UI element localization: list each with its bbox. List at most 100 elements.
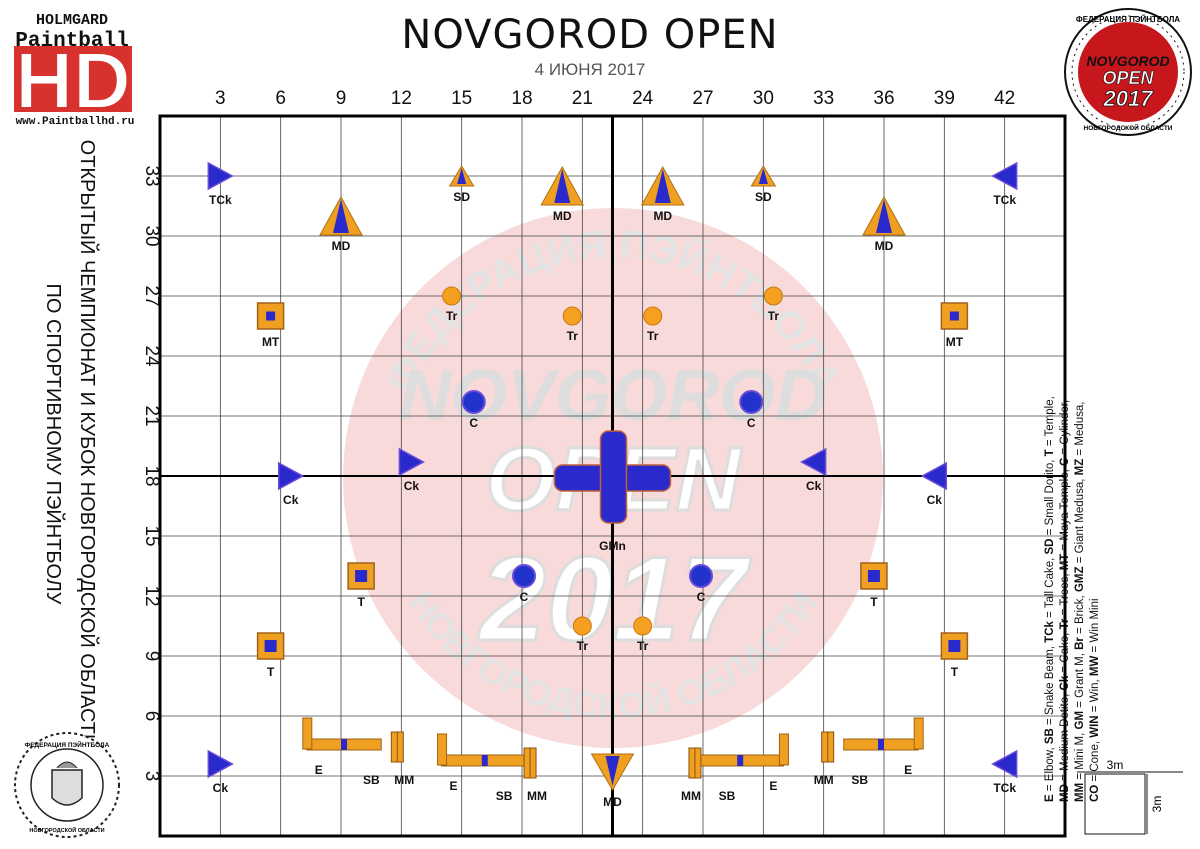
- bunker-label: Tr: [768, 309, 780, 323]
- temple-core-icon: [355, 570, 368, 582]
- bunker-label: T: [951, 665, 959, 679]
- bunker-label: C: [747, 416, 756, 430]
- bunker-label: E: [450, 779, 458, 793]
- bunker-dorito-small: SD: [448, 165, 475, 204]
- bunker-label: MM: [681, 789, 701, 803]
- holmgard-logo: HD HOLMGARD Paintball www.Paintballhd.ru: [10, 8, 140, 128]
- dorito-core-icon: [333, 199, 349, 233]
- dorito-core-icon: [876, 199, 892, 233]
- bunker-label: MD: [603, 795, 622, 809]
- hd-logo-mark: HD: [14, 35, 132, 126]
- bunker-cylinder: C: [688, 564, 713, 604]
- y-tick-label: 24: [141, 345, 162, 367]
- bunker-label: E: [315, 763, 323, 777]
- bunker-cake-right: TCk: [207, 161, 234, 207]
- bunker-tree: Tr: [442, 286, 462, 323]
- logo-url-text: www.Paintballhd.ru: [15, 116, 135, 128]
- emblem-tr-bottom-text: НОВГОРОДСКОЙ ОБЛАСТИ: [1084, 123, 1173, 132]
- logo-hd-text: HD: [15, 36, 131, 125]
- dorito-core-icon: [654, 169, 671, 203]
- x-tick-label: 42: [994, 88, 1015, 109]
- dorito-core-icon: [605, 756, 620, 786]
- event-date: 4 ИЮНЯ 2017: [534, 60, 646, 79]
- bunker-cake-right: Ck: [398, 447, 425, 493]
- bunker-label: E: [769, 779, 777, 793]
- x-tick-label: 36: [873, 88, 894, 109]
- bunker-label: SD: [755, 190, 772, 204]
- emblem-tr-line3: 2017: [1103, 86, 1155, 111]
- bunker-label: MM: [814, 773, 834, 787]
- bunker-label: Ck: [806, 479, 822, 493]
- bunker-label: TCk: [993, 193, 1016, 207]
- bunker-dorito: MD: [862, 195, 906, 253]
- bunker-dorito-down: MD: [590, 753, 635, 809]
- tree-icon: [643, 306, 663, 326]
- bunker-label: Tr: [577, 639, 589, 653]
- y-tick-label: 15: [141, 525, 162, 546]
- bunker-label: SB: [496, 789, 513, 803]
- elbow-icon: [302, 717, 313, 750]
- snake-group: E SB MM: [302, 717, 414, 787]
- dorito-core-icon: [758, 168, 768, 184]
- cylinder-icon: [512, 564, 537, 588]
- cylinder-icon: [461, 390, 486, 414]
- x-tick-label: 39: [934, 88, 955, 109]
- dorito-core-icon: [457, 168, 467, 184]
- x-tick-label: 3: [215, 88, 226, 109]
- bunker-temple: T: [347, 562, 375, 609]
- x-tick-label: 27: [692, 88, 713, 109]
- bunker-label: MM: [394, 773, 414, 787]
- bunker-label: MT: [946, 335, 964, 349]
- bunker-label: Ck: [283, 493, 299, 507]
- snake-joint-icon: [877, 739, 884, 750]
- bunker-tree: Tr: [572, 616, 592, 653]
- tree-icon: [763, 286, 783, 306]
- tree-icon: [572, 616, 592, 636]
- emblem-bl-top-text: ФЕДЕРАЦИЯ ПЭЙНТБОЛА: [25, 740, 110, 749]
- temple-core-icon: [949, 311, 959, 321]
- federation-emblem-bottom-left: ФЕДЕРАЦИЯ ПЭЙНТБОЛА НОВГОРОДСКОЙ ОБЛАСТИ: [12, 730, 122, 840]
- bunker-cylinder: C: [512, 564, 537, 604]
- bunker-cake-left: TCk: [991, 161, 1018, 207]
- emblem-bl-bottom-text: НОВГОРОДСКОЙ ОБЛАСТИ: [29, 826, 104, 834]
- bunker-label: Ck: [213, 781, 229, 795]
- page-title: NOVGOROD OPEN: [401, 12, 779, 58]
- temple-core-icon: [948, 640, 961, 652]
- x-tick-label: 18: [511, 88, 532, 109]
- snake-group: E SB MM: [814, 717, 924, 787]
- y-tick-label: 6: [141, 711, 162, 722]
- bunker-label: MM: [527, 789, 547, 803]
- bunker-temple: T: [860, 562, 888, 609]
- giant-bunker-vertical-icon: [599, 430, 628, 524]
- temple-core-icon: [264, 640, 277, 652]
- bunker-label: SB: [363, 773, 380, 787]
- snake-joint-icon: [481, 755, 488, 766]
- bunker-label: MD: [875, 239, 894, 253]
- bunker-cylinder: C: [739, 390, 764, 430]
- cylinder-icon: [688, 564, 713, 588]
- x-tick-label: 15: [451, 88, 472, 109]
- bunker-label: MT: [262, 335, 280, 349]
- temple-core-icon: [266, 311, 276, 321]
- cake-icon: [800, 447, 827, 477]
- bunker-tree: Tr: [562, 306, 582, 343]
- bunker-label: GMn: [599, 539, 626, 553]
- x-tick-label: 33: [813, 88, 834, 109]
- emblem-tr-top-text: ФЕДЕРАЦИЯ ПЭЙНТБОЛА: [1076, 15, 1180, 24]
- x-tick-label: 24: [632, 88, 654, 109]
- y-tick-label: 33: [141, 165, 162, 186]
- snake-group: E SB MM: [681, 733, 789, 803]
- bunker-maya: MT: [940, 302, 969, 349]
- bunker-cylinder: C: [461, 390, 486, 430]
- bunker-label: Ck: [404, 479, 420, 493]
- y-tick-label: 3: [141, 771, 162, 782]
- cake-icon: [991, 749, 1018, 779]
- tree-icon: [633, 616, 653, 636]
- cake-icon: [398, 447, 425, 477]
- novgorod-open-emblem: ФЕДЕРАЦИЯ ПЭЙНТБОЛА NOVGOROD OPEN 2017 Н…: [1062, 6, 1194, 138]
- bunker-tree: Tr: [643, 306, 663, 343]
- tree-icon: [562, 306, 582, 326]
- y-tick-label: 12: [141, 585, 162, 606]
